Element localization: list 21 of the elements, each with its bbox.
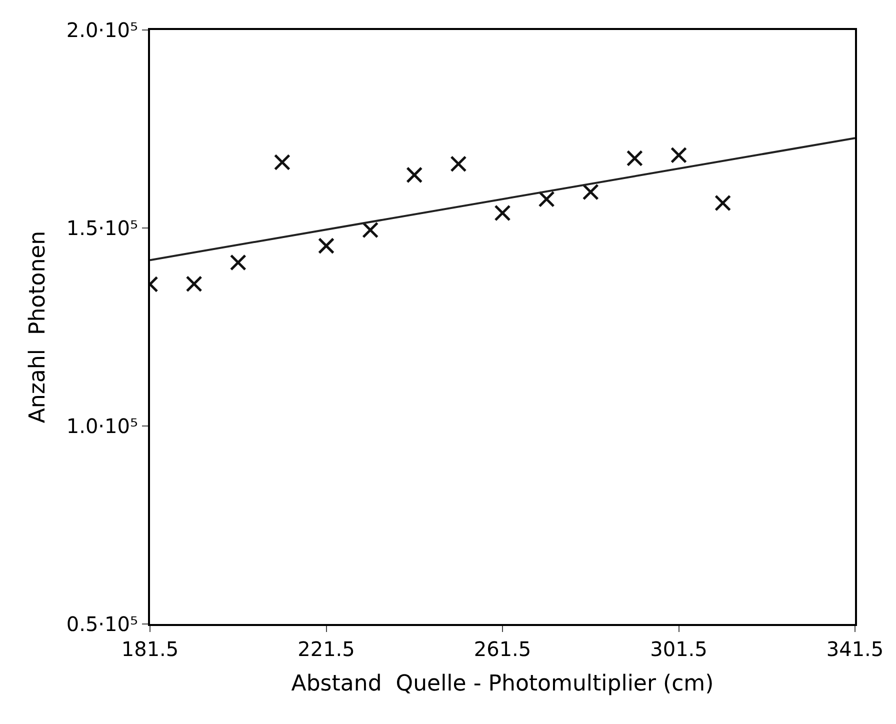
x-tick-label: 221.5 xyxy=(298,637,355,661)
y-tick-label: 1.5·10⁵ xyxy=(66,216,138,240)
point xyxy=(494,204,511,222)
y-tick-label: 1.0·10⁵ xyxy=(66,414,138,438)
y-axis-title: Anzahl Photonen xyxy=(26,230,51,424)
point xyxy=(186,276,202,292)
point xyxy=(406,166,423,184)
point xyxy=(230,254,246,271)
x-tick-label: 341.5 xyxy=(826,637,884,661)
point xyxy=(714,194,732,212)
point xyxy=(670,146,687,164)
x-tick-label: 181.5 xyxy=(121,637,179,661)
x-axis-title: Abstand Quelle - Photomultiplier (cm) xyxy=(291,671,714,696)
x-tick-label: 261.5 xyxy=(474,637,532,661)
x-tick-label: 301.5 xyxy=(650,637,708,661)
y-tick-label: 0.5·10⁵ xyxy=(66,612,138,636)
point xyxy=(274,154,290,171)
point xyxy=(450,156,467,172)
point xyxy=(318,238,334,254)
y-tick-label: 2.0·10⁵ xyxy=(66,18,138,42)
point xyxy=(626,150,643,167)
